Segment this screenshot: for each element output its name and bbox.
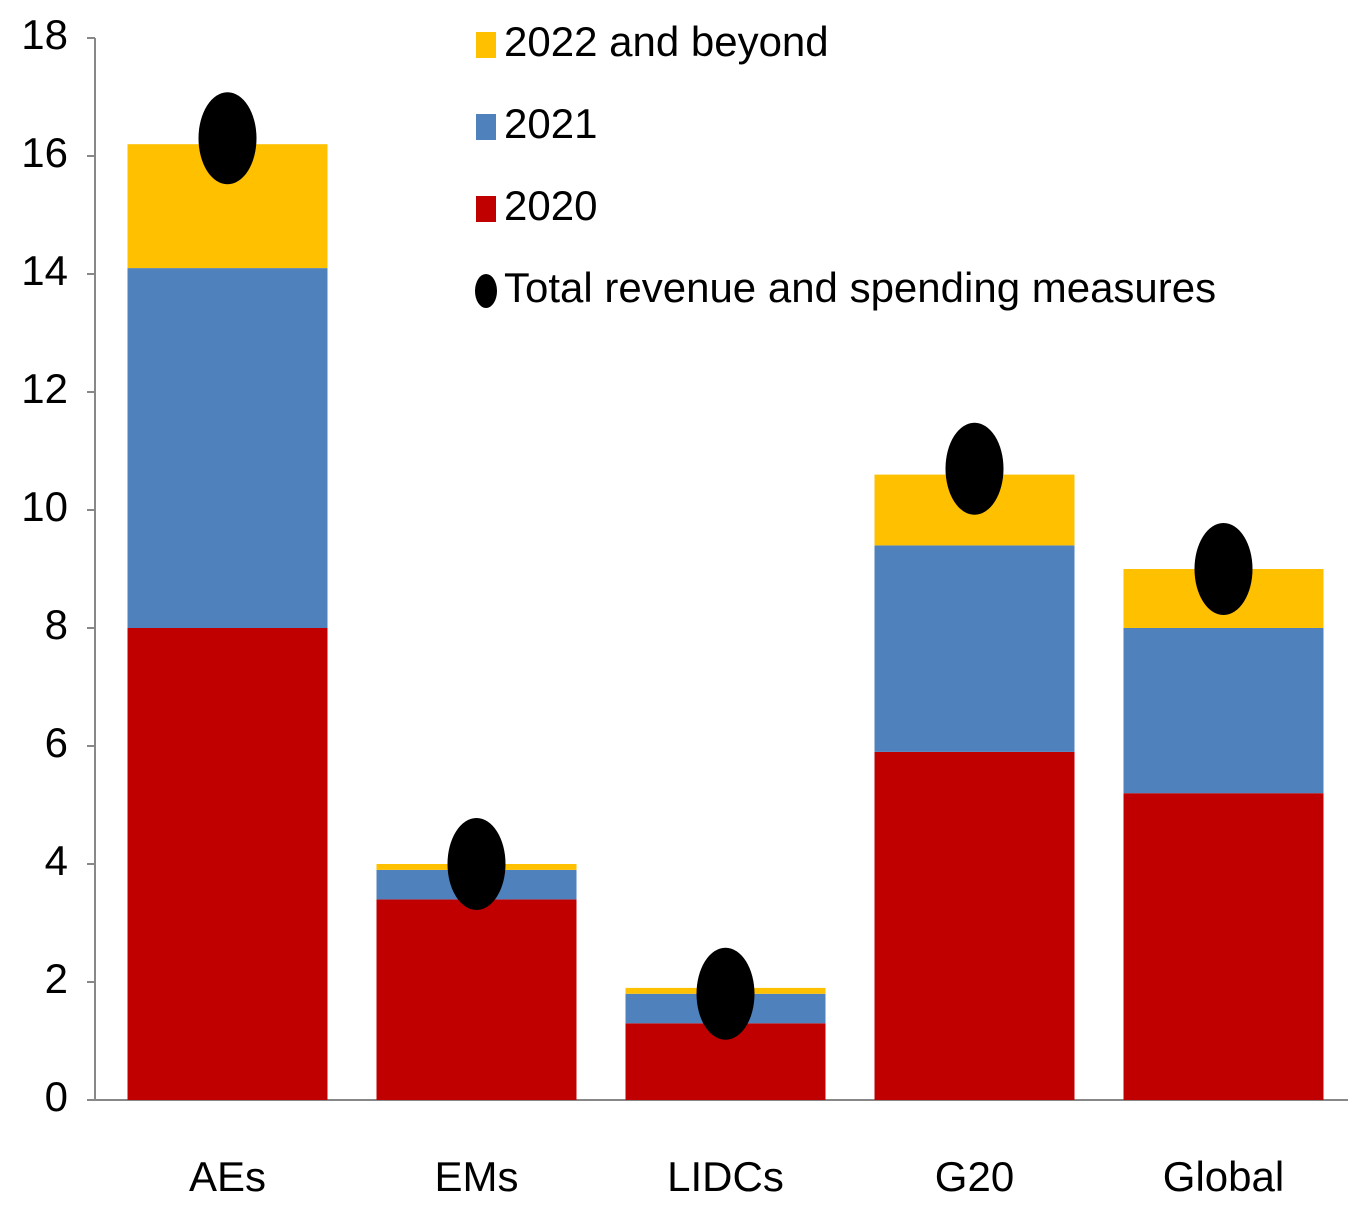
legend-label: Total revenue and spending measures [504, 264, 1216, 311]
y-tick-label: 10 [21, 483, 68, 530]
bar-segment [127, 268, 328, 628]
legend-label: 2020 [504, 182, 597, 229]
y-tick-label: 6 [45, 719, 68, 766]
y-tick-label: 8 [45, 601, 68, 648]
total-marker [945, 422, 1004, 515]
x-tick-label: LIDCs [667, 1153, 784, 1200]
total-marker [447, 818, 506, 910]
legend-swatch [476, 196, 496, 222]
total-marker [1194, 523, 1253, 615]
bar-segment [127, 628, 328, 1100]
bar-segment [376, 899, 577, 1100]
y-tick-label: 12 [21, 365, 68, 412]
y-tick-label: 18 [21, 11, 68, 58]
legend-swatch [476, 114, 496, 140]
y-tick-label: 4 [45, 837, 68, 884]
total-marker [696, 947, 755, 1040]
legend-swatch [476, 32, 496, 58]
legend-label: 2022 and beyond [504, 18, 829, 65]
x-tick-label: AEs [189, 1153, 266, 1200]
x-tick-label: G20 [935, 1153, 1014, 1200]
x-tick-label: Global [1163, 1153, 1284, 1200]
bar-segment [874, 751, 1075, 1100]
bar-segment [874, 545, 1075, 752]
y-tick-label: 16 [21, 129, 68, 176]
legend-label: 2021 [504, 100, 597, 147]
y-tick-label: 2 [45, 955, 68, 1002]
total-marker [198, 92, 257, 185]
bar-segment [1123, 793, 1324, 1100]
y-tick-label: 0 [45, 1073, 68, 1120]
y-tick-label: 14 [21, 247, 68, 294]
legend-marker [475, 274, 497, 308]
x-tick-label: EMs [435, 1153, 519, 1200]
bar-segment [1123, 628, 1324, 794]
